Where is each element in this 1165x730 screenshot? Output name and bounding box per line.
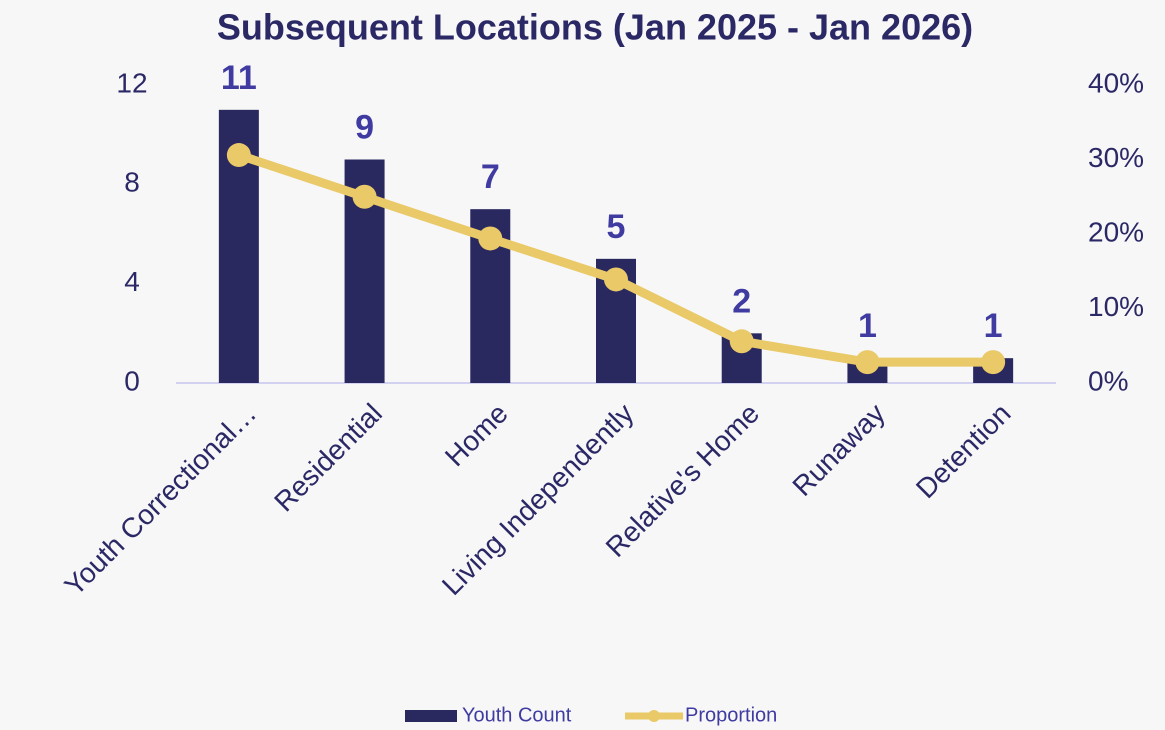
legend-label: Proportion <box>685 704 777 726</box>
line-marker <box>604 267 628 292</box>
line-marker <box>981 350 1006 375</box>
line-marker <box>352 184 377 209</box>
line-marker <box>729 329 754 354</box>
legend-marker <box>648 710 660 722</box>
y-tick-label: 12 <box>116 67 147 98</box>
line-marker <box>855 350 880 375</box>
legend-item: Proportion <box>625 704 777 726</box>
data-label: 1 <box>984 307 1003 345</box>
y2-tick-label: 40% <box>1088 67 1144 98</box>
data-label: 1 <box>858 307 877 345</box>
legend-label: Youth Count <box>462 704 572 726</box>
y-tick-label: 8 <box>124 167 140 198</box>
y-tick-label: 4 <box>124 266 140 297</box>
y-tick-label: 0 <box>124 365 140 396</box>
legend-item: Youth Count <box>405 704 572 726</box>
data-label: 11 <box>221 59 257 97</box>
data-label: 9 <box>355 108 374 146</box>
line-marker <box>226 143 251 168</box>
line-marker <box>478 226 503 251</box>
data-label: 7 <box>481 158 500 196</box>
y2-tick-label: 0% <box>1088 365 1128 396</box>
data-label: 2 <box>732 282 751 320</box>
y2-tick-label: 10% <box>1088 291 1144 322</box>
chart-title: Subsequent Locations (Jan 2025 - Jan 202… <box>217 7 973 48</box>
legend-swatch <box>405 710 457 722</box>
data-label: 5 <box>607 208 626 246</box>
y2-tick-label: 30% <box>1088 142 1144 173</box>
y2-tick-label: 20% <box>1088 216 1144 247</box>
